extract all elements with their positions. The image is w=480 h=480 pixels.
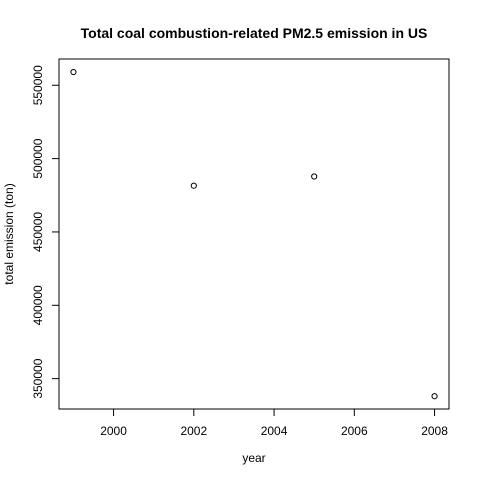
x-tick-label: 2000 — [100, 424, 127, 438]
y-tick-label: 450000 — [31, 212, 45, 252]
chart-title: Total coal combustion-related PM2.5 emis… — [81, 25, 428, 41]
data-point — [312, 174, 317, 179]
y-axis: 350000 400000 450000 500000 550000 — [31, 65, 59, 399]
y-tick-label: 350000 — [31, 358, 45, 398]
data-point — [191, 183, 196, 188]
y-tick-label: 400000 — [31, 285, 45, 325]
y-axis-label: total emission (ton) — [2, 183, 16, 284]
x-tick-label: 2008 — [421, 424, 448, 438]
data-point — [432, 394, 437, 399]
x-tick-label: 2002 — [180, 424, 207, 438]
y-tick-label: 500000 — [31, 138, 45, 178]
x-axis: 2000 2002 2004 2006 2008 — [100, 409, 448, 438]
x-axis-label: year — [242, 451, 265, 465]
plot-frame — [59, 59, 449, 409]
data-points — [71, 69, 437, 398]
data-point — [71, 69, 76, 74]
y-tick-label: 550000 — [31, 65, 45, 105]
x-tick-label: 2006 — [341, 424, 368, 438]
x-tick-label: 2004 — [261, 424, 288, 438]
